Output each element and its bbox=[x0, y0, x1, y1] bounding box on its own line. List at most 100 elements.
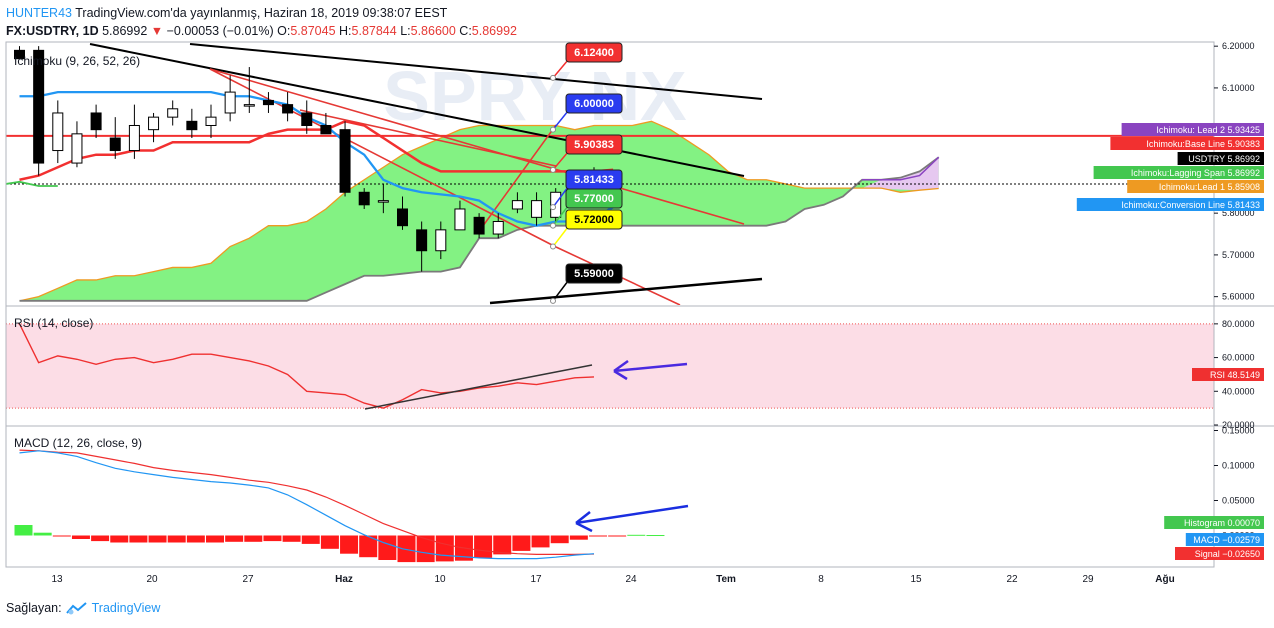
last-price: 5.86992 bbox=[102, 24, 148, 38]
legend-badge bbox=[1177, 152, 1264, 165]
x-tick-label: Tem bbox=[716, 574, 736, 585]
y-tick-label: 80.0000 bbox=[1222, 319, 1255, 329]
legend-label: Ichimoku:Lagging Span 5.86992 bbox=[1131, 168, 1260, 178]
legend-label: MACD −0.02579 bbox=[1193, 535, 1260, 545]
histogram-bar bbox=[244, 535, 263, 542]
candle-body bbox=[262, 99, 274, 106]
level-tag bbox=[565, 188, 623, 209]
price-pane: SPRY NX bbox=[6, 43, 1214, 305]
level-tag-label: 5.90383 bbox=[574, 139, 614, 151]
candle-body bbox=[52, 112, 64, 152]
histogram-bar bbox=[646, 535, 665, 537]
histogram-bar bbox=[167, 535, 186, 543]
x-tick-label: Haz bbox=[335, 574, 353, 585]
level-anchor bbox=[550, 204, 556, 211]
histogram-bar bbox=[320, 535, 339, 549]
histogram-bar bbox=[435, 535, 454, 562]
y-tick-label: 0.15000 bbox=[1222, 426, 1255, 436]
x-tick-label: 29 bbox=[1082, 574, 1094, 585]
author-name[interactable]: HUNTER43 bbox=[6, 6, 72, 20]
histogram-bar bbox=[225, 535, 244, 542]
x-tick-label: 24 bbox=[625, 574, 637, 585]
level-anchor bbox=[550, 243, 556, 250]
open-value: 5.87045 bbox=[290, 24, 336, 38]
level-tag bbox=[565, 263, 623, 284]
histogram-bar bbox=[493, 535, 512, 555]
candle-body bbox=[492, 221, 504, 235]
lead-1-line bbox=[19, 120, 939, 302]
macd-pane-title: MACD (12, 26, close, 9) bbox=[14, 436, 142, 450]
rsi-band bbox=[6, 323, 1214, 409]
rsi-line bbox=[18, 323, 595, 409]
histogram-bar bbox=[608, 535, 627, 537]
y-tick-label: 0.10000 bbox=[1222, 461, 1255, 471]
legend-label: Signal −0.02650 bbox=[1195, 549, 1260, 559]
bearish-cloud bbox=[862, 157, 939, 191]
signal-line bbox=[19, 449, 595, 555]
candle-body bbox=[243, 104, 255, 107]
legend-badge bbox=[1127, 180, 1264, 193]
x-tick-label: 10 bbox=[434, 574, 446, 585]
legend-badge bbox=[1175, 547, 1264, 560]
price-change: −0.00053 (−0.01%) bbox=[166, 24, 274, 38]
macd-pane bbox=[14, 449, 689, 563]
histogram-bar bbox=[512, 535, 531, 551]
legend-label: Ichimoku: Lead 2 5.93425 bbox=[1156, 125, 1260, 135]
lead-2-projection bbox=[862, 156, 940, 181]
x-tick-label: 20 bbox=[146, 574, 158, 585]
histogram-bar bbox=[531, 535, 550, 548]
tradingview-logo-icon bbox=[65, 602, 87, 615]
legend-badge bbox=[1110, 137, 1264, 150]
x-tick-label: 22 bbox=[1006, 574, 1018, 585]
y-tick-label: 5.70000 bbox=[1222, 250, 1255, 260]
trend-line bbox=[299, 109, 557, 167]
y-tick-label: 5.60000 bbox=[1222, 292, 1255, 302]
candle-body bbox=[282, 104, 294, 114]
histogram-bar bbox=[14, 525, 33, 536]
candle-body bbox=[435, 229, 447, 252]
trend-line bbox=[89, 43, 745, 177]
legend-label: Histogram 0.00070 bbox=[1184, 518, 1260, 528]
trend-line bbox=[489, 277, 763, 305]
candle-body bbox=[531, 200, 543, 218]
histogram-bar bbox=[33, 532, 52, 536]
base-line bbox=[19, 120, 614, 181]
candle-body bbox=[186, 120, 198, 131]
open-label: O: bbox=[277, 24, 291, 38]
histogram-bar bbox=[263, 535, 282, 542]
footer-label: Sağlayan: bbox=[6, 601, 62, 615]
y-tick-label: 6.20000 bbox=[1222, 41, 1255, 51]
header-line-1: HUNTER43 TradingView.com'da yayınlanmış,… bbox=[6, 4, 517, 22]
level-tag-label: 6.00000 bbox=[574, 98, 614, 110]
histogram-bar bbox=[186, 535, 205, 543]
candle-body bbox=[205, 116, 217, 126]
legend-badge bbox=[1121, 123, 1264, 136]
footer: Sağlayan: TradingView bbox=[6, 601, 160, 615]
candle-body bbox=[109, 137, 121, 152]
legend-label: Ichimoku:Conversion Line 5.81433 bbox=[1121, 200, 1260, 210]
y-tick-label: 40.0000 bbox=[1222, 386, 1255, 396]
legend-badge bbox=[1093, 166, 1264, 179]
x-tick-label: Ağu bbox=[1155, 574, 1174, 585]
x-tick-label: 27 bbox=[242, 574, 254, 585]
rsi-trend-line bbox=[364, 364, 593, 410]
histogram-bar bbox=[52, 535, 71, 537]
candle-body bbox=[128, 124, 140, 152]
ichimoku-cloud bbox=[19, 121, 939, 301]
level-connector bbox=[552, 59, 569, 79]
footer-brand[interactable]: TradingView bbox=[91, 601, 161, 615]
rsi-pane bbox=[6, 323, 1214, 410]
histogram-bar bbox=[71, 535, 90, 539]
level-tag bbox=[565, 134, 623, 155]
histogram-bar bbox=[206, 535, 224, 543]
symbol-label: FX:USDTRY, 1D bbox=[6, 24, 99, 38]
candle-body bbox=[71, 133, 83, 164]
macd-arrow-icon bbox=[575, 504, 689, 533]
level-anchor bbox=[550, 166, 556, 173]
histogram-bar bbox=[550, 535, 569, 544]
legend-label: USDTRY 5.86992 bbox=[1188, 154, 1260, 164]
legend-badge bbox=[1076, 198, 1264, 211]
histogram-bar bbox=[91, 535, 110, 542]
candle-body bbox=[358, 191, 370, 206]
